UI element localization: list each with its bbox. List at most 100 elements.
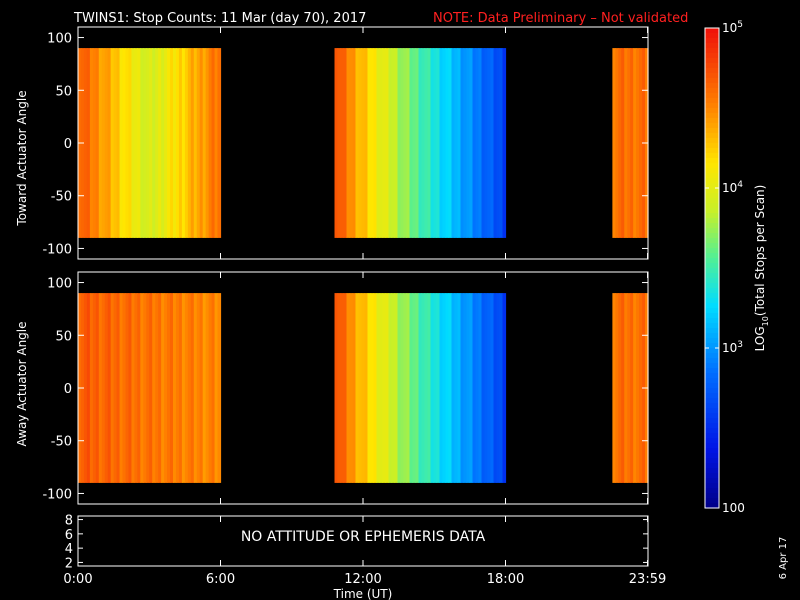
colorbar-swatch: [705, 43, 719, 49]
heatmap-cell: [427, 293, 432, 483]
colorbar-swatch: [705, 93, 719, 99]
heatmap-cell: [630, 48, 634, 238]
colorbar-swatch: [705, 308, 719, 314]
colorbar-swatch: [705, 73, 719, 79]
colorbar-swatch: [705, 193, 719, 199]
heatmap-cell: [436, 48, 441, 238]
x-tick-label: 0:00: [63, 572, 92, 587]
heatmap-cell: [430, 293, 435, 483]
colorbar-swatch: [705, 428, 719, 434]
heatmap-cell: [211, 48, 216, 238]
heatmap-cell: [202, 293, 207, 483]
colorbar-swatch: [705, 113, 719, 119]
x-tick-label: 23:59: [629, 572, 666, 587]
heatmap-cell: [391, 293, 396, 483]
heatmap-cell: [140, 293, 144, 483]
heatmap-cell: [639, 48, 643, 238]
heatmap-cell: [196, 48, 201, 238]
heatmap-cell: [92, 48, 97, 238]
colorbar-swatch: [705, 103, 719, 109]
heatmap-cell: [418, 48, 423, 238]
heatmap-cell: [122, 48, 127, 238]
heatmap-cell: [346, 48, 351, 238]
heatmap-cell: [481, 293, 486, 483]
heatmap-cell: [484, 293, 489, 483]
heatmap-cell: [442, 48, 447, 238]
heatmap-cell: [624, 293, 628, 483]
colorbar-swatch: [705, 53, 719, 59]
heatmap-cell: [184, 48, 189, 238]
heatmap-cell: [92, 293, 97, 483]
heatmap-cell: [373, 48, 378, 238]
heatmap-cell: [400, 48, 405, 238]
colorbar-swatch: [705, 478, 719, 484]
colorbar-swatch: [705, 128, 719, 134]
heatmap-cell: [400, 293, 405, 483]
heatmap-cell: [173, 293, 177, 483]
heatmap-cell: [451, 293, 456, 483]
colorbar-swatch: [705, 183, 719, 189]
colorbar-swatch: [705, 253, 719, 259]
heatmap-cell: [119, 293, 124, 483]
colorbar-swatch: [705, 458, 719, 464]
colorbar-swatch: [705, 138, 719, 144]
heatmap-cell: [469, 48, 474, 238]
heatmap-cell: [409, 48, 414, 238]
heatmap-cell: [618, 293, 622, 483]
heatmap-cell: [367, 48, 372, 238]
x-axis-label: Time (UT): [333, 587, 393, 600]
heatmap-cell: [412, 293, 417, 483]
heatmap-cell: [193, 48, 198, 238]
colorbar-swatch: [705, 268, 719, 274]
heatmap-cell: [143, 293, 147, 483]
colorbar-frame: [704, 27, 720, 509]
heatmap-cell: [612, 48, 616, 238]
heatmap-cell: [448, 293, 453, 483]
heatmap-cell: [98, 48, 103, 238]
top-y-axis-label: Toward Actuator Angle: [15, 90, 29, 226]
y-tick-label: 8: [65, 514, 73, 529]
heatmap-cell: [128, 48, 133, 238]
heatmap-cell: [472, 293, 477, 483]
heatmap-cell: [475, 48, 480, 238]
bottom-y-axis-label: Away Actuator Angle: [15, 321, 29, 446]
colorbar-swatch: [705, 483, 719, 489]
heatmap-cell: [170, 48, 174, 238]
colorbar: 100 103 104 105: [704, 20, 745, 515]
heatmap-cell: [181, 48, 186, 238]
heatmap-cell: [190, 48, 195, 238]
heatmap-cell: [382, 48, 387, 238]
colorbar-swatch: [705, 263, 719, 269]
heatmap-cell: [158, 48, 162, 238]
colorbar-swatch: [705, 448, 719, 454]
heatmap-cell: [463, 293, 468, 483]
colorbar-swatch: [705, 118, 719, 124]
heatmap-cell: [202, 48, 207, 238]
heatmap-cell: [448, 48, 453, 238]
colorbar-swatch: [705, 438, 719, 444]
heatmap-cell: [101, 293, 106, 483]
heatmap-cell: [173, 48, 177, 238]
heatmap-cell: [86, 293, 91, 483]
colorbar-label: LOG10(Total Stops per Scan): [753, 185, 770, 352]
heatmap-cell: [633, 48, 637, 238]
heatmap-cell: [134, 48, 138, 238]
heatmap-cell: [502, 48, 507, 238]
heatmap-cell: [161, 293, 165, 483]
heatmap-cell: [484, 48, 489, 238]
heatmap-cell: [633, 293, 637, 483]
colorbar-swatch: [705, 413, 719, 419]
preliminary-note: NOTE: Data Preliminary – Not validated: [433, 11, 688, 26]
heatmap-cell: [125, 293, 130, 483]
colorbar-swatch: [705, 473, 719, 479]
colorbar-swatch: [705, 278, 719, 284]
heatmap-cell: [143, 48, 147, 238]
heatmap-cell: [155, 293, 159, 483]
heatmap-cell: [403, 293, 408, 483]
y-tick-label: 100: [47, 32, 72, 47]
colorbar-swatch: [705, 188, 719, 194]
heatmap-cell: [107, 293, 112, 483]
colorbar-swatch: [705, 173, 719, 179]
colorbar-swatch: [705, 88, 719, 94]
